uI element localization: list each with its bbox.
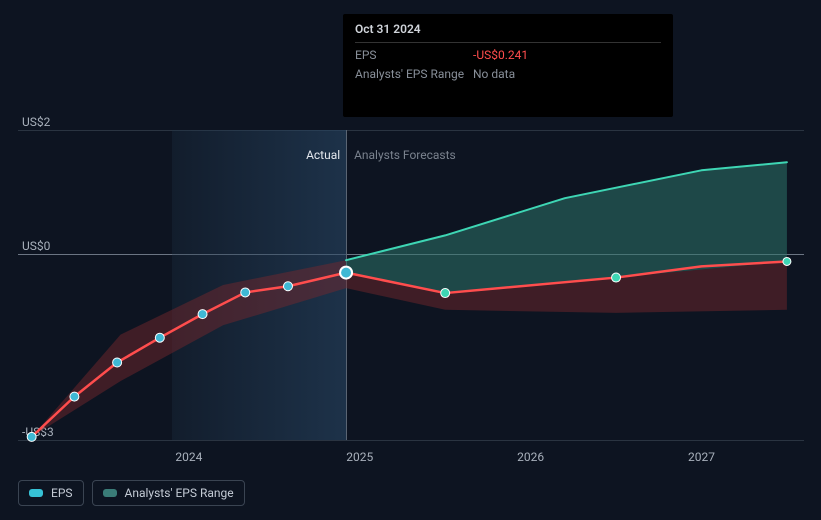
x-axis-label: 2024: [175, 450, 202, 464]
tooltip-row-label: Analysts' EPS Range: [355, 67, 473, 81]
tooltip-row-value: -US$0.241: [473, 48, 528, 62]
legend-swatch-icon: [103, 489, 117, 497]
legend-label: EPS: [51, 486, 73, 500]
x-axis-label: 2027: [688, 450, 715, 464]
tooltip-row: EPS-US$0.241: [355, 43, 661, 62]
tooltip-row-value: No data: [473, 67, 515, 81]
legend-item-range[interactable]: Analysts' EPS Range: [92, 480, 245, 506]
grid-line: [18, 440, 804, 441]
tooltip-date: Oct 31 2024: [355, 22, 661, 43]
chart-tooltip: Oct 31 2024 EPS-US$0.241Analysts' EPS Ra…: [343, 14, 673, 117]
tooltip-row: Analysts' EPS RangeNo data: [355, 62, 661, 81]
y-axis-label: US$2: [22, 115, 50, 129]
tooltip-row-label: EPS: [355, 48, 473, 62]
x-axis-label: 2025: [346, 450, 373, 464]
legend-item-eps[interactable]: EPS: [18, 480, 84, 506]
legend-swatch-icon: [29, 489, 43, 497]
chart-legend: EPS Analysts' EPS Range: [18, 480, 245, 506]
legend-label: Analysts' EPS Range: [125, 486, 234, 500]
eps-chart: [18, 130, 804, 440]
x-axis-label: 2026: [517, 450, 544, 464]
